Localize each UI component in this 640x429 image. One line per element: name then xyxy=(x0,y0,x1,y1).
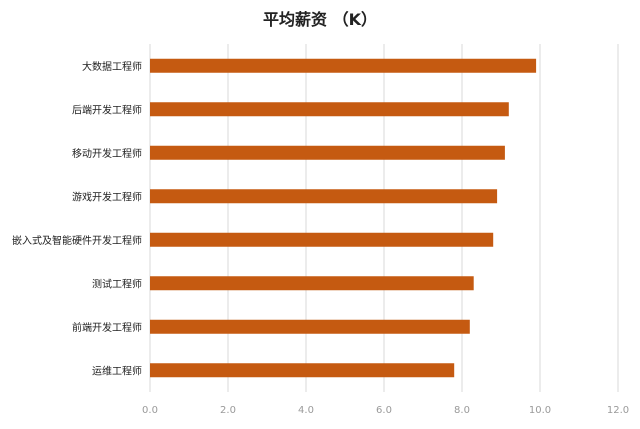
category-label-4: 嵌入式及智能硬件开发工程师 xyxy=(12,234,142,247)
category-label-3: 游戏开发工程师 xyxy=(72,190,142,203)
bar-1 xyxy=(150,102,509,117)
x-tick-label-1: 2.0 xyxy=(220,405,236,416)
x-tick-label-0: 0.0 xyxy=(142,405,158,416)
bar-5 xyxy=(150,276,474,291)
x-tick-label-3: 6.0 xyxy=(376,405,392,416)
category-label-0: 大数据工程师 xyxy=(82,60,142,73)
category-label-6: 前端开发工程师 xyxy=(72,321,142,334)
category-label-7: 运维工程师 xyxy=(92,364,142,377)
category-label-1: 后端开发工程师 xyxy=(72,103,142,116)
bar-7 xyxy=(150,363,455,378)
bar-2 xyxy=(150,145,505,160)
x-tick-label-4: 8.0 xyxy=(454,405,470,416)
category-label-2: 移动开发工程师 xyxy=(72,147,142,160)
bar-0 xyxy=(150,58,537,73)
bar-3 xyxy=(150,189,498,204)
category-label-5: 测试工程师 xyxy=(92,277,142,290)
x-tick-label-6: 12.0 xyxy=(607,405,629,416)
bar-4 xyxy=(150,232,494,247)
bar-6 xyxy=(150,319,470,334)
chart-title: 平均薪资 （K） xyxy=(263,10,377,29)
x-tick-label-5: 10.0 xyxy=(529,405,551,416)
x-tick-label-2: 4.0 xyxy=(298,405,314,416)
